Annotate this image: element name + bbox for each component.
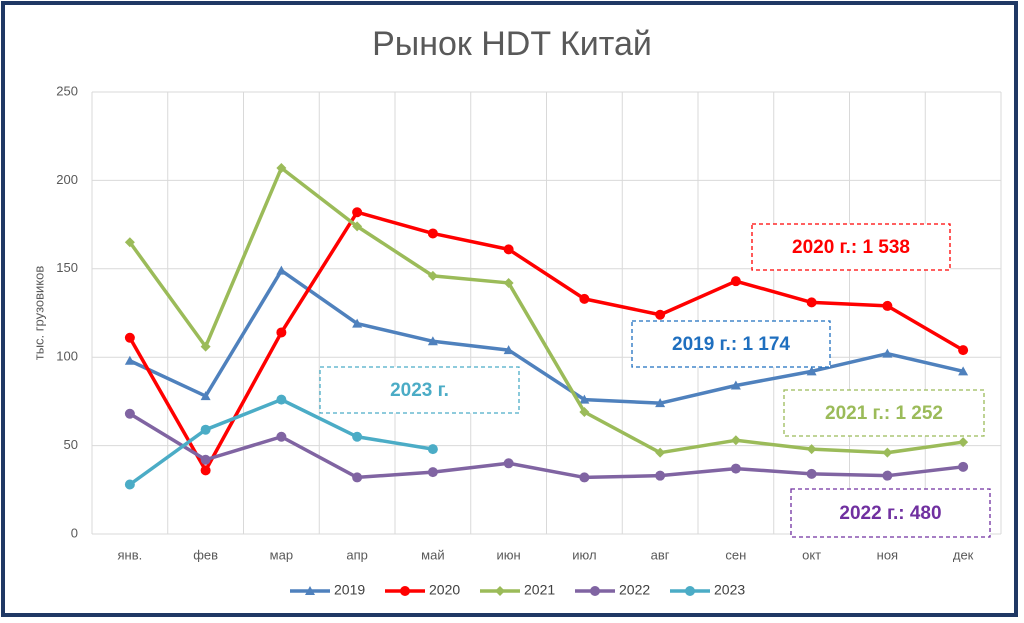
- y-axis-label: тыс. грузовиков: [31, 266, 46, 361]
- marker: [276, 431, 287, 442]
- marker: [806, 468, 817, 479]
- marker: [352, 207, 363, 218]
- legend-label: 2022: [619, 582, 650, 598]
- legend-label: 2019: [334, 582, 365, 598]
- y-tick-label: 200: [56, 172, 78, 187]
- marker: [806, 444, 817, 455]
- annotation-text: 2022 г.: 480: [839, 503, 941, 524]
- marker: [503, 244, 514, 255]
- marker: [958, 345, 969, 356]
- marker: [124, 479, 135, 490]
- marker: [730, 463, 741, 474]
- annotation-text: 2021 г.: 1 252: [825, 403, 943, 424]
- y-tick-label: 50: [64, 437, 78, 452]
- marker: [503, 345, 514, 355]
- marker: [200, 465, 211, 476]
- x-tick-label: мар: [270, 547, 293, 562]
- marker: [806, 297, 817, 308]
- annotation-text: 2023 г.: [390, 380, 449, 401]
- legend-label: 2020: [429, 582, 460, 598]
- y-tick-label: 150: [56, 260, 78, 275]
- marker: [276, 265, 287, 275]
- marker: [655, 470, 666, 481]
- y-tick-label: 100: [56, 349, 78, 364]
- marker: [124, 237, 135, 248]
- marker: [958, 437, 969, 448]
- annotation-box: [783, 389, 985, 437]
- marker: [276, 163, 287, 174]
- marker: [427, 228, 438, 239]
- marker: [579, 394, 590, 404]
- marker: [882, 300, 893, 311]
- marker: [579, 407, 590, 418]
- y-tick-label: 0: [71, 525, 78, 540]
- marker: [200, 454, 211, 465]
- y-tick-label: 250: [56, 83, 78, 98]
- marker: [655, 309, 666, 320]
- marker: [124, 332, 135, 343]
- marker: [958, 366, 969, 376]
- x-tick-label: авг: [651, 547, 670, 562]
- marker: [730, 276, 741, 287]
- x-tick-label: фев: [193, 547, 218, 562]
- marker: [276, 394, 287, 405]
- series-line: [129, 268, 964, 405]
- marker: [958, 461, 969, 472]
- x-tick-label: дек: [953, 547, 974, 562]
- marker: [655, 398, 666, 408]
- annotation-box: [790, 488, 991, 538]
- marker: [730, 435, 741, 446]
- series-line: [128, 412, 964, 480]
- marker: [352, 221, 363, 232]
- marker: [730, 380, 741, 390]
- marker: [200, 424, 211, 435]
- marker: [495, 586, 505, 596]
- x-tick-label: сен: [725, 547, 746, 562]
- series-line: [128, 210, 965, 473]
- marker: [503, 277, 514, 288]
- marker: [352, 472, 363, 483]
- marker: [427, 336, 438, 346]
- marker: [579, 293, 590, 304]
- x-tick-label: апр: [346, 547, 368, 562]
- annotation-box: [751, 223, 951, 271]
- annotation-box: [319, 366, 520, 414]
- marker: [655, 447, 666, 458]
- marker: [503, 458, 514, 469]
- annotation-text: 2020 г.: 1 538: [792, 237, 910, 258]
- marker: [882, 470, 893, 481]
- legend-label: 2021: [524, 582, 555, 598]
- marker: [427, 270, 438, 281]
- marker: [882, 348, 893, 358]
- x-tick-label: янв.: [118, 547, 143, 562]
- marker: [200, 341, 211, 352]
- chart-title: Рынок HDT Китай: [372, 25, 652, 63]
- marker: [579, 472, 590, 483]
- marker: [124, 408, 135, 419]
- marker: [352, 318, 363, 328]
- marker: [806, 366, 817, 376]
- x-tick-label: июл: [572, 547, 596, 562]
- marker: [305, 586, 315, 595]
- marker: [124, 355, 135, 365]
- marker: [352, 431, 363, 442]
- x-tick-label: окт: [802, 547, 821, 562]
- annotation-box: [631, 320, 831, 368]
- annotation-text: 2019 г.: 1 174: [672, 334, 790, 355]
- marker: [427, 467, 438, 478]
- marker: [427, 444, 438, 455]
- marker: [882, 447, 893, 458]
- series-line: [128, 166, 964, 455]
- marker: [590, 586, 600, 596]
- x-tick-label: ноя: [877, 547, 898, 562]
- marker: [276, 327, 287, 338]
- legend-label: 2023: [714, 582, 745, 598]
- marker: [400, 586, 410, 596]
- x-tick-label: июн: [497, 547, 521, 562]
- x-tick-label: май: [421, 547, 444, 562]
- marker: [200, 391, 211, 401]
- marker: [685, 586, 695, 596]
